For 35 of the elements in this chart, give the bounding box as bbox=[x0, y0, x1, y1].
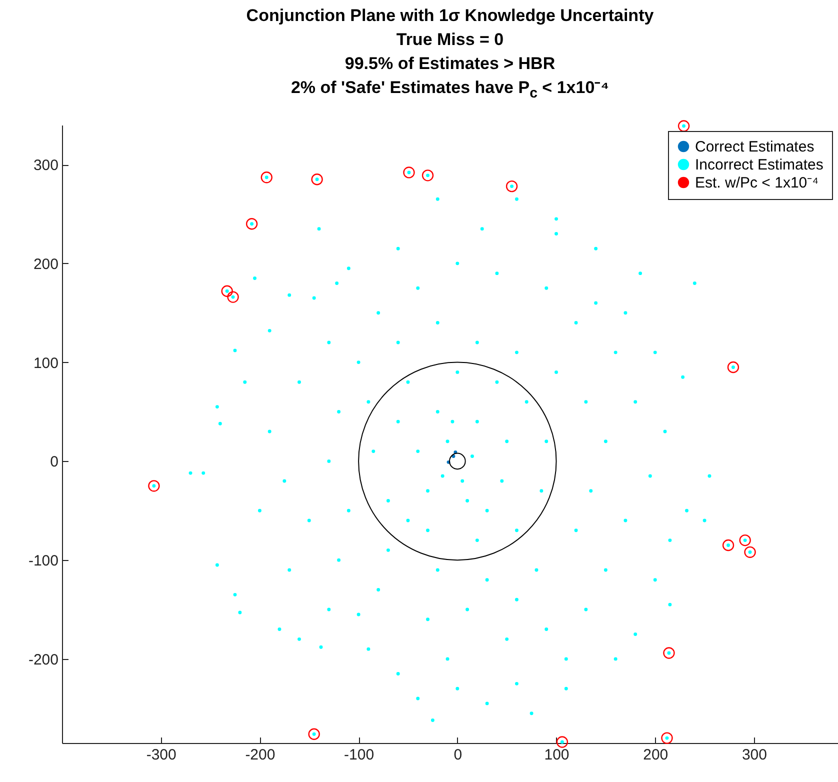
point bbox=[722, 539, 734, 552]
x-tick-label: -300 bbox=[146, 746, 176, 764]
legend-label: Incorrect Estimates bbox=[695, 156, 824, 174]
y-tick-label: 200 bbox=[33, 256, 58, 273]
point bbox=[308, 728, 320, 740]
legend-label: Est. w/Pc < 1x10⁻⁴ bbox=[695, 174, 819, 192]
x-tick-label: -200 bbox=[245, 746, 276, 764]
x-tick-label: 0 bbox=[454, 746, 462, 764]
x-tick-label: -100 bbox=[344, 746, 374, 764]
point bbox=[744, 546, 756, 558]
point bbox=[227, 291, 239, 303]
point bbox=[221, 285, 233, 297]
point bbox=[739, 534, 751, 546]
y-tick-label: 100 bbox=[33, 354, 58, 372]
legend-label: Correct Estimates bbox=[695, 138, 814, 156]
point bbox=[661, 732, 673, 744]
point bbox=[556, 736, 568, 748]
y-tick-label: 300 bbox=[33, 157, 58, 174]
chart-title: Conjunction Plane with 1σ Knowledge Uncertainty True Miss = 0 99.5% of Estimates > HBR 2% of 'Safe' Estimates have P$_{c}$ < 1x10⁻⁴ bbox=[245, 5, 655, 104]
x-tick-label: 300 bbox=[742, 746, 767, 764]
point bbox=[678, 120, 690, 132]
y-tick-label: -200 bbox=[28, 651, 58, 668]
x-tick-label: 200 bbox=[643, 746, 668, 764]
point bbox=[663, 647, 675, 659]
point bbox=[311, 174, 323, 186]
y-tick-label: -100 bbox=[28, 552, 58, 570]
point bbox=[260, 172, 272, 184]
point bbox=[422, 170, 434, 182]
point bbox=[727, 361, 740, 374]
x-tick-label: 100 bbox=[544, 746, 570, 764]
point bbox=[403, 166, 415, 178]
point bbox=[246, 218, 258, 230]
point bbox=[148, 480, 160, 492]
point bbox=[506, 180, 518, 192]
y-tick-label: 0 bbox=[50, 454, 58, 471]
